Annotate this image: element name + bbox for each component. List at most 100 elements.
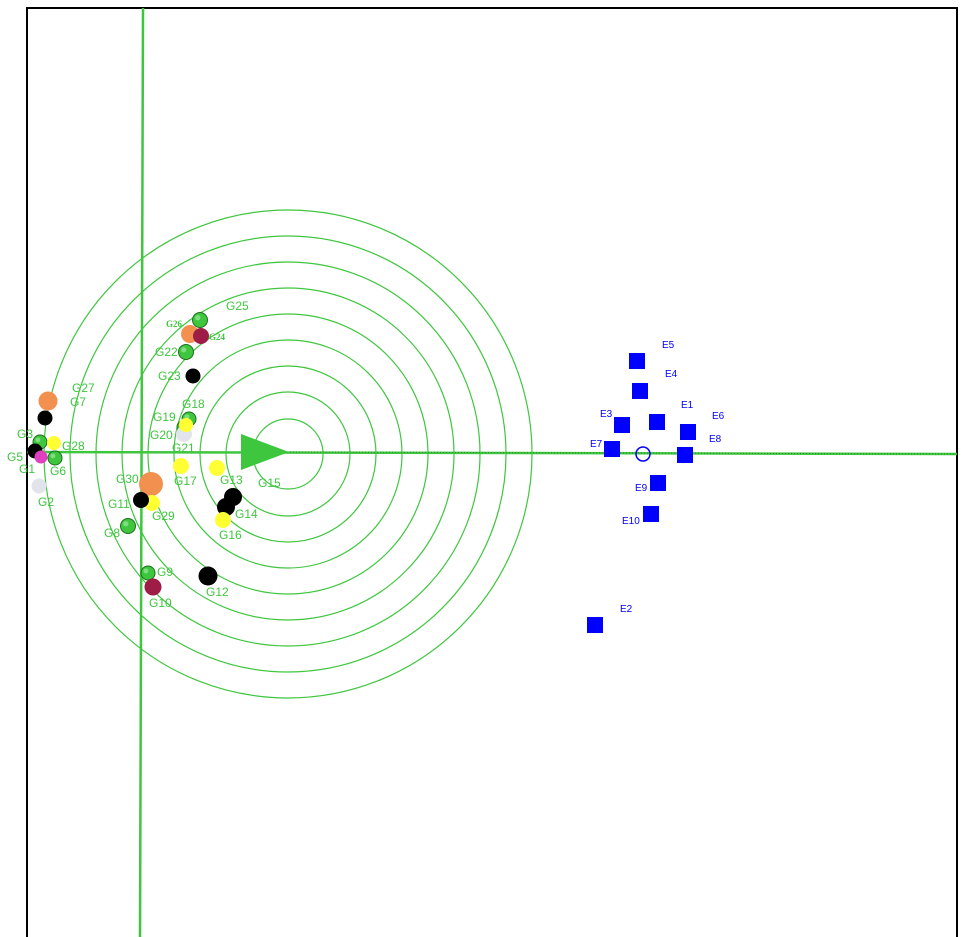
- node-label: E4: [665, 369, 678, 380]
- node-ball: [139, 472, 163, 496]
- green-node[interactable]: G7: [37, 395, 87, 426]
- blue-node[interactable]: E5: [629, 340, 675, 369]
- node-label: E9: [635, 483, 648, 494]
- node-label: G25: [226, 299, 249, 313]
- blue-node[interactable]: E9: [635, 475, 666, 494]
- green-node[interactable]: G29: [144, 495, 175, 523]
- blue-node[interactable]: E1: [649, 400, 694, 430]
- node-ball: [198, 566, 218, 586]
- green-player-label: G15: [258, 476, 281, 490]
- node-ball: [192, 312, 208, 328]
- node-square: [587, 617, 603, 633]
- node-label: G7: [70, 395, 86, 409]
- node-square: [629, 353, 645, 369]
- frame-border: [26, 7, 958, 937]
- green-node[interactable]: G21: [172, 418, 195, 455]
- node-ball: [217, 498, 235, 516]
- node-label: G10: [149, 596, 172, 610]
- node-label: G5: [7, 450, 23, 464]
- node-label: G26: [166, 319, 183, 329]
- green-node[interactable]: G28: [47, 436, 85, 453]
- node-highlight: [143, 568, 149, 574]
- green-player-pointer[interactable]: G15: [241, 434, 289, 490]
- green-node[interactable]: G6: [47, 450, 66, 478]
- green-node[interactable]: G14: [217, 498, 258, 521]
- green-node[interactable]: G10: [144, 578, 173, 611]
- green-node[interactable]: G25: [192, 299, 250, 328]
- node-label: E6: [712, 411, 725, 422]
- node-highlight: [195, 315, 201, 321]
- green-node[interactable]: G16: [215, 512, 242, 542]
- node-square: [632, 383, 648, 399]
- node-ball: [185, 368, 201, 384]
- blue-node[interactable]: E2: [587, 604, 633, 633]
- node-label: G11: [108, 497, 130, 511]
- node-square: [604, 441, 620, 457]
- node-ball: [47, 436, 61, 450]
- node-label: G24: [209, 332, 226, 342]
- green-node[interactable]: G17: [173, 458, 197, 488]
- node-label: G13: [220, 473, 243, 487]
- node-label: G12: [206, 585, 229, 599]
- node-label: G8: [104, 526, 120, 540]
- node-square: [643, 506, 659, 522]
- green-node[interactable]: G1: [19, 450, 48, 477]
- node-label: G19: [153, 410, 176, 424]
- node-label: G9: [157, 565, 173, 579]
- green-node[interactable]: G22: [155, 344, 194, 360]
- node-label: E8: [709, 434, 722, 445]
- range-ring: [173, 339, 403, 569]
- node-ball: [37, 410, 53, 426]
- range-ring: [225, 391, 351, 517]
- node-ball: [209, 460, 225, 476]
- node-square: [677, 447, 693, 463]
- blue-nodes: E5 E4 E1 E6 E3 E7 E8 E9 E10 E2: [587, 340, 725, 633]
- blue-node[interactable]: E4: [632, 369, 678, 399]
- node-ball: [140, 565, 156, 581]
- green-node[interactable]: G23: [158, 368, 201, 384]
- green-node[interactable]: G2: [31, 478, 55, 510]
- blue-node[interactable]: E3: [600, 409, 630, 433]
- node-ball: [120, 518, 136, 534]
- blue-node[interactable]: E6: [680, 411, 725, 440]
- node-label: G30: [116, 472, 139, 486]
- node-ball: [215, 512, 231, 528]
- node-label: E3: [600, 409, 613, 420]
- node-ball: [47, 450, 63, 466]
- node-label: G14: [235, 507, 258, 521]
- horizontal-axis-line: [26, 450, 958, 456]
- triangle-right-icon: [241, 434, 289, 470]
- node-ball: [133, 492, 149, 508]
- node-label: G16: [219, 528, 242, 542]
- green-node[interactable]: G30: [116, 472, 163, 496]
- node-ball: [193, 328, 209, 344]
- blue-node[interactable]: E8: [677, 434, 722, 463]
- green-node[interactable]: G8: [104, 518, 136, 541]
- horizontal-axis-dotted: [289, 451, 958, 455]
- node-highlight: [35, 437, 41, 443]
- node-label: G3: [17, 427, 33, 441]
- node-label: G17: [174, 474, 197, 488]
- node-label: G2: [38, 495, 54, 509]
- node-label: E2: [620, 604, 633, 615]
- green-node[interactable]: G12: [198, 566, 230, 600]
- node-label: E7: [590, 439, 603, 450]
- green-node[interactable]: G9: [140, 565, 173, 581]
- node-highlight: [181, 347, 187, 353]
- green-node[interactable]: G27: [38, 381, 96, 411]
- green-node[interactable]: G24: [193, 328, 226, 344]
- node-square: [614, 417, 630, 433]
- node-label: E10: [622, 516, 640, 527]
- blue-node[interactable]: E7: [590, 439, 620, 457]
- green-node[interactable]: G13: [209, 460, 243, 487]
- node-label: G6: [50, 464, 66, 478]
- node-ball: [179, 418, 193, 432]
- node-square: [680, 424, 696, 440]
- blue-node[interactable]: E10: [622, 506, 659, 527]
- node-label: G18: [182, 397, 205, 411]
- green-node[interactable]: G11: [108, 492, 149, 511]
- node-label: E1: [681, 400, 694, 411]
- green-node[interactable]: G3: [17, 427, 48, 450]
